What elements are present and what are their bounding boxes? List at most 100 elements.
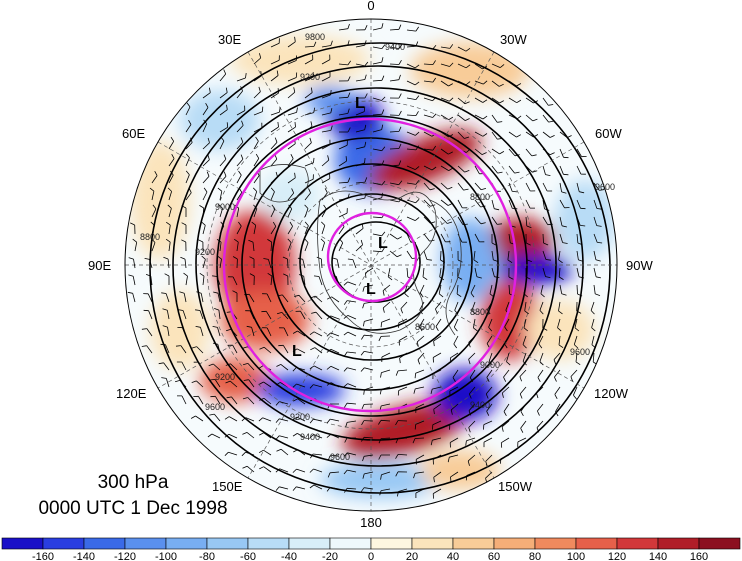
wind-barb-flag — [210, 379, 216, 381]
wind-barb-flag — [558, 259, 563, 264]
wind-barb-flag — [422, 276, 428, 281]
wind-barb — [406, 250, 413, 259]
wind-barb-flag — [447, 221, 453, 224]
lon-label-120e: 120E — [116, 386, 147, 401]
wind-barb-flag — [208, 363, 214, 367]
wind-barb — [504, 335, 510, 344]
wind-barb — [508, 114, 518, 120]
wind-barb-flag — [309, 453, 314, 459]
wind-barb — [248, 294, 255, 303]
wind-barb — [389, 79, 399, 82]
wind-barb-flag — [555, 411, 559, 417]
wind-barb — [296, 468, 306, 473]
wind-barb — [270, 126, 279, 133]
wind-barb — [592, 352, 595, 363]
wind-barb-flag — [309, 484, 315, 489]
wind-barb-flag — [188, 188, 192, 193]
wind-barb — [389, 28, 400, 31]
wind-barb-flag — [259, 381, 264, 385]
wind-barb — [149, 259, 153, 269]
wind-barb-flag — [558, 276, 564, 280]
lon-label-60e: 60E — [122, 126, 145, 141]
contour-label: 8800 — [470, 192, 490, 202]
wind-barb — [576, 182, 580, 192]
wind-barb — [438, 284, 442, 294]
wind-barb-flag — [398, 59, 402, 65]
wind-barb-flag — [480, 222, 486, 225]
wind-barb — [364, 301, 374, 304]
wind-barb-flag — [275, 468, 280, 473]
wind-barb-flag — [481, 152, 487, 155]
wind-barb — [314, 347, 323, 354]
wind-barb-flag — [162, 308, 168, 311]
wind-barb-flag — [224, 416, 230, 420]
wind-barb — [217, 327, 221, 337]
low-center-label: L — [292, 343, 302, 360]
magenta-circle-inner — [326, 211, 418, 303]
wind-barb — [182, 310, 187, 320]
wind-barbs — [127, 23, 605, 499]
wind-barb — [491, 148, 500, 155]
wind-barb — [321, 94, 331, 99]
wind-barb-flag — [363, 106, 366, 112]
wind-barb-flag — [296, 107, 298, 113]
wind-barb-flag — [292, 468, 297, 473]
wind-barb — [542, 199, 545, 209]
wind-barb-flag — [310, 121, 313, 127]
wind-barb-flag — [361, 437, 365, 442]
wind-barb-flag — [343, 452, 348, 457]
wind-barb-flag — [263, 258, 269, 260]
wind-barb-flag — [419, 326, 423, 332]
wind-barb-flag — [435, 326, 439, 331]
wind-barb-flag — [330, 90, 332, 96]
wind-barb — [180, 345, 187, 354]
wind-barb — [304, 242, 309, 252]
wind-barb — [542, 216, 549, 225]
wind-barb-flag — [185, 170, 190, 175]
wind-barb-flag — [191, 380, 197, 383]
wind-barb-flag — [248, 239, 254, 243]
wind-barb-flag — [344, 488, 348, 493]
wind-barb-flag — [343, 383, 348, 388]
wind-barb — [296, 383, 306, 388]
wind-barb-flag — [456, 293, 462, 298]
wind-barb — [304, 125, 313, 133]
wind-barb — [287, 242, 292, 252]
wind-barb-flag — [347, 177, 351, 183]
wind-barb-flag — [537, 377, 541, 382]
wind-barb — [321, 178, 330, 184]
wind-barb-flag — [476, 276, 482, 279]
wind-barb-flag — [520, 428, 524, 433]
wind-barb-flag — [209, 87, 211, 93]
wind-barb — [398, 386, 408, 391]
pressure-level-label: 300 hPa — [97, 472, 169, 493]
wind-barb — [440, 165, 449, 171]
colorbar-box — [247, 537, 290, 550]
wind-barb-flag — [468, 410, 472, 416]
map-border — [124, 18, 618, 512]
wind-barb — [304, 76, 314, 82]
wind-barb — [321, 242, 325, 252]
wind-barb-flag — [240, 154, 244, 160]
contour-label: 9000 — [215, 202, 235, 212]
wind-barb — [270, 75, 279, 82]
wind-barb — [372, 129, 382, 133]
wind-barb-flag — [271, 204, 276, 210]
contour-label: 8800 — [470, 307, 490, 317]
wind-barb — [236, 242, 239, 252]
wind-barb — [372, 46, 382, 49]
wind-barb — [181, 361, 187, 371]
wind-barb-flag — [209, 413, 215, 416]
wind-barb-flag — [537, 410, 540, 416]
wind-barb — [485, 454, 493, 462]
wind-barb-flag — [380, 322, 382, 328]
wind-barb-flag — [339, 238, 344, 244]
wind-barb — [355, 129, 365, 133]
contour-label: 9200 — [290, 412, 310, 422]
wind-barb — [557, 318, 561, 328]
wind-barb-flag — [432, 96, 437, 101]
wind-barb — [245, 451, 255, 456]
wind-barb — [253, 225, 257, 235]
wind-barb — [593, 182, 600, 191]
wind-barb-flag — [205, 103, 209, 108]
